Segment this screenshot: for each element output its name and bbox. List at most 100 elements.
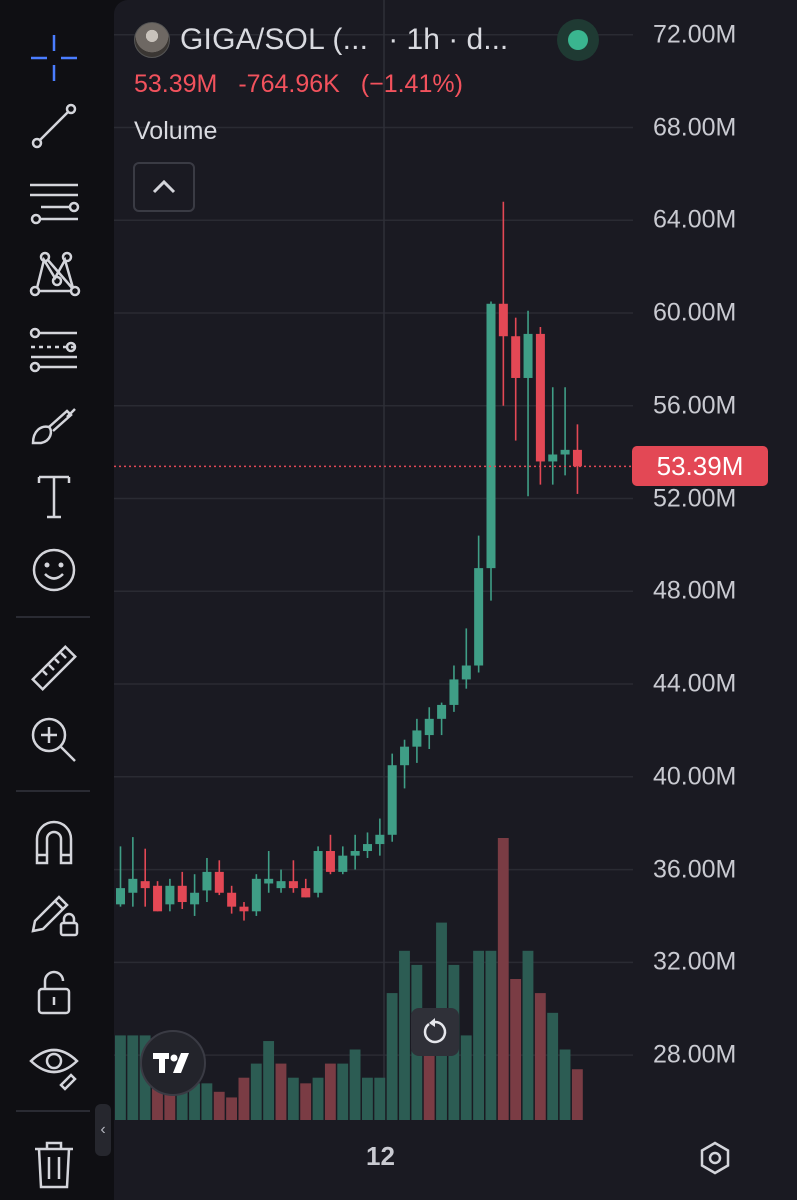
projection-icon[interactable] (16, 318, 92, 378)
volume-bar (497, 838, 509, 1120)
volume-bar (547, 1012, 559, 1120)
candle (511, 317, 521, 441)
pattern-icon[interactable] (16, 244, 92, 304)
candle-body (153, 885, 163, 912)
interval-label[interactable]: · 1h · d... (388, 23, 509, 56)
tradingview-logo[interactable] (140, 1030, 206, 1096)
candle (363, 832, 372, 858)
collapse-toolbar-button[interactable]: ‹ (95, 1104, 111, 1156)
volume-bar (324, 1063, 336, 1120)
candle-body (350, 851, 360, 856)
text-icon[interactable] (16, 466, 92, 526)
candle-body (486, 303, 496, 569)
candle (424, 707, 434, 749)
crosshair-icon[interactable] (16, 28, 92, 88)
candle-body (535, 333, 545, 462)
close-value: 53.39M (134, 70, 218, 98)
drawing-toolbar (0, 0, 108, 1200)
volume-bar (399, 950, 410, 1120)
candle (264, 851, 274, 893)
magnet-icon[interactable] (16, 812, 92, 872)
fib-retracement-icon[interactable] (16, 172, 92, 232)
candle-body (288, 881, 298, 889)
change-percent: (−1.41%) (360, 70, 463, 98)
candle-body (560, 449, 570, 455)
time-tick-label: 12 (366, 1141, 395, 1171)
price-tick-label: 32.00M (653, 947, 737, 976)
candle-body (511, 336, 521, 378)
candle (486, 301, 496, 601)
candle (116, 846, 125, 907)
volume-indicator-label[interactable]: Volume (134, 117, 218, 145)
token-avatar (134, 22, 170, 58)
candle-body (202, 871, 212, 891)
volume-bar (275, 1063, 287, 1120)
candle-body (474, 568, 484, 666)
candle-body (461, 665, 471, 680)
volume-bar (152, 1083, 163, 1120)
candle (301, 878, 311, 898)
candle (461, 628, 471, 689)
volume-bar (534, 993, 546, 1120)
candle-body (400, 746, 410, 766)
candle (128, 837, 138, 907)
candle-body (424, 718, 434, 736)
candle-body (387, 765, 397, 835)
lock-icon[interactable] (16, 962, 92, 1022)
volume-bar (250, 1063, 262, 1120)
candle (572, 424, 582, 494)
candle-body (214, 871, 224, 893)
candle-body (251, 878, 261, 912)
ohlc-values: 53.39M -764.96K (−1.41%) (134, 70, 477, 99)
trend-line-icon[interactable] (16, 96, 92, 156)
trash-icon[interactable] (16, 1134, 92, 1194)
candle-body (437, 704, 447, 719)
candle-body (412, 730, 422, 747)
ruler-icon[interactable] (16, 638, 92, 698)
volume-bar (189, 1083, 200, 1120)
volume-bar (312, 1077, 324, 1120)
candle (400, 739, 410, 789)
toolbar-separator (16, 790, 90, 792)
volume-bar (164, 1077, 176, 1120)
eye-icon[interactable] (16, 1036, 92, 1096)
lock-drawing-icon[interactable] (16, 884, 92, 944)
candle-body (572, 449, 582, 467)
candle (140, 848, 150, 907)
candle-body (165, 885, 175, 905)
candle (437, 702, 447, 736)
price-scale[interactable]: 72.00M 68.00M 64.00M 60.00M 56.00M 52.00M 48.0… (633, 0, 797, 1120)
reset-chart-button[interactable] (411, 1008, 459, 1056)
candle (449, 665, 459, 712)
market-status-indicator[interactable] (557, 19, 599, 61)
chart-settings-button[interactable] (695, 1138, 735, 1178)
candle (177, 871, 187, 909)
price-tick-label: 48.00M (653, 576, 737, 605)
change-value: -764.96K (238, 70, 340, 98)
candle (412, 718, 422, 763)
candle-body (523, 333, 533, 378)
symbol-title[interactable]: GIGA/SOL (... (180, 23, 369, 56)
zoom-in-icon[interactable] (16, 710, 92, 770)
reset-icon (423, 1018, 447, 1044)
candle-body (301, 888, 311, 898)
volume-bar (362, 1077, 373, 1120)
candle (535, 326, 545, 485)
brush-icon[interactable] (16, 394, 92, 454)
volume-bar (423, 1035, 435, 1120)
candle (276, 869, 286, 893)
candle (350, 834, 360, 870)
candle-body (128, 878, 138, 893)
price-tick-label: 52.00M (653, 484, 737, 513)
emoji-icon[interactable] (16, 540, 92, 600)
candle-body (190, 892, 200, 905)
volume-bar (300, 1083, 312, 1120)
candle-body (449, 679, 459, 705)
volume-bar (374, 1077, 386, 1120)
candle-body (338, 855, 348, 872)
volume-bar (460, 1035, 472, 1120)
collapse-legend-button[interactable] (133, 162, 195, 212)
volume-bar (263, 1041, 275, 1120)
candle-body (375, 834, 385, 845)
volume-bar (571, 1069, 583, 1120)
